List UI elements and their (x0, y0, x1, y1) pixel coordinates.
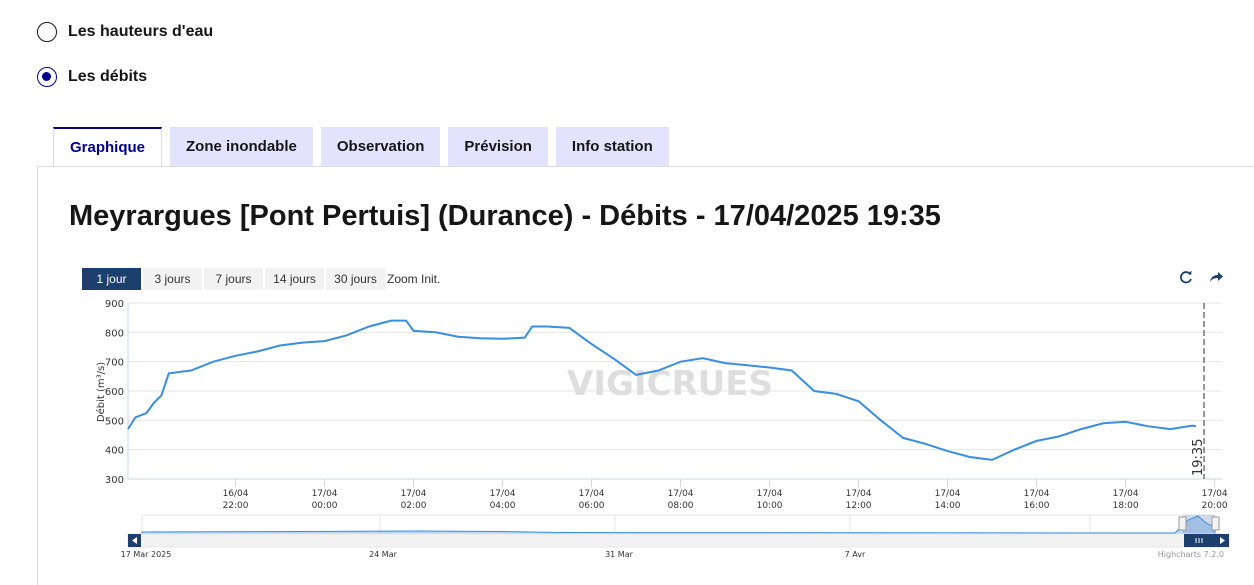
navigator-mask (1183, 515, 1215, 534)
tab-info-station[interactable]: Info station (555, 127, 669, 166)
x-tick-label-date-11: 17/04 (1202, 489, 1228, 499)
panel-border-left (37, 166, 38, 585)
x-axis: 16/04 22:00 17/04 00:00 17/04 02:00 17/04 04:00… (128, 478, 1228, 511)
y-axis-title: Débit (m³/s) (95, 362, 107, 422)
navigator-label-3: 7 Avr (845, 550, 866, 559)
scrollbar-thumb (1184, 534, 1216, 547)
navigator-handle-right (1211, 516, 1220, 531)
current-time-label: 19:35 (1191, 439, 1206, 476)
radio-debits[interactable] (37, 67, 57, 87)
option-hauteurs-label: Les hauteurs d'eau (68, 23, 214, 40)
series-line-debits (127, 319, 1197, 461)
scrollbar-track (127, 533, 1230, 548)
tab-bar: Graphique Zone inondable Observation Pré… (53, 127, 677, 166)
current-time-marker: 19:35 (1191, 303, 1206, 479)
x-tick-label-time-6: 10:00 (757, 501, 783, 511)
option-debits-label: Les débits (68, 68, 148, 85)
y-tick-label-0: 300 (105, 475, 124, 486)
panel-border-top (37, 166, 1254, 167)
x-tick-label-date-5: 17/04 (668, 489, 694, 499)
tab-prevision[interactable]: Prévision (448, 127, 548, 166)
y-axis: 300 400 500 600 700 800 900 (105, 299, 129, 486)
range-30-jours[interactable]: 30 jours (326, 268, 385, 290)
y-tick-label-1: 400 (105, 446, 124, 457)
scrollbar-left-arrow (132, 537, 137, 544)
range-7-jours[interactable]: 7 jours (204, 268, 263, 290)
option-debits[interactable]: Les débits (37, 67, 147, 87)
navigator-label-0: 17 Mar 2025 (121, 550, 172, 559)
x-tick-label-time-0: 22:00 (223, 501, 249, 511)
tab-observation[interactable]: Observation (320, 127, 441, 166)
x-tick-label-date-1: 17/04 (312, 489, 338, 499)
x-tick-label-date-3: 17/04 (490, 489, 516, 499)
x-tick-label-time-7: 12:00 (846, 501, 872, 511)
x-tick-label-time-4: 06:00 (579, 501, 605, 511)
navigator-handle-left (1178, 516, 1187, 531)
x-tick-label-date-10: 17/04 (1113, 489, 1139, 499)
highcharts-credits[interactable]: Highcharts 7.2.0 (1158, 550, 1224, 559)
x-tick-label-time-1: 00:00 (312, 501, 338, 511)
x-tick-label-time-8: 14:00 (935, 501, 961, 511)
x-tick-label-date-7: 17/04 (846, 489, 872, 499)
range-14-jours[interactable]: 14 jours (265, 268, 324, 290)
x-tick-label-time-10: 18:00 (1113, 501, 1139, 511)
navigator-label-1: 24 Mar (369, 550, 398, 559)
tab-graphique[interactable]: Graphique (53, 127, 163, 166)
y-tick-label-2: 500 (105, 416, 124, 427)
option-hauteurs[interactable]: Les hauteurs d'eau (37, 22, 213, 42)
y-tick-label-6: 900 (105, 299, 124, 310)
x-tick-label-time-11: 20:00 (1202, 501, 1228, 511)
x-tick-label-time-9: 16:00 (1024, 501, 1050, 511)
zoom-init-button[interactable]: Zoom Init. (387, 272, 441, 286)
vigicrues-watermark: VIGICRUES (567, 364, 773, 404)
x-tick-label-time-3: 04:00 (490, 501, 516, 511)
scrollbar-grip (1195, 538, 1203, 543)
refresh-icon[interactable] (1177, 268, 1195, 286)
range-1-jour[interactable]: 1 jour (82, 268, 141, 290)
navigator[interactable]: 17 Mar 2025 24 Mar 31 Mar 7 Avr (121, 514, 1230, 559)
x-tick-label-date-0: 16/04 (223, 489, 249, 499)
scrollbar-right-arrow (1220, 537, 1225, 544)
range-3-jours[interactable]: 3 jours (143, 268, 202, 290)
x-tick-label-date-4: 17/04 (579, 489, 605, 499)
x-tick-label-date-8: 17/04 (935, 489, 961, 499)
navigator-label-2: 31 Mar (605, 550, 634, 559)
x-tick-label-time-5: 08:00 (668, 501, 694, 511)
x-tick-label-time-2: 02:00 (401, 501, 427, 511)
y-tick-label-3: 600 (105, 387, 124, 398)
x-tick-label-date-2: 17/04 (401, 489, 427, 499)
x-tick-label-date-6: 17/04 (757, 489, 783, 499)
y-tick-label-4: 700 (105, 358, 124, 369)
y-tick-label-5: 800 (105, 328, 124, 339)
x-tick-label-date-9: 17/04 (1024, 489, 1050, 499)
share-icon[interactable] (1207, 268, 1225, 286)
radio-hauteurs[interactable] (37, 22, 57, 42)
tab-zone-inondable[interactable]: Zone inondable (170, 127, 313, 166)
chart-title: Meyrargues [Pont Pertuis] (Durance) - Dé… (69, 200, 941, 232)
